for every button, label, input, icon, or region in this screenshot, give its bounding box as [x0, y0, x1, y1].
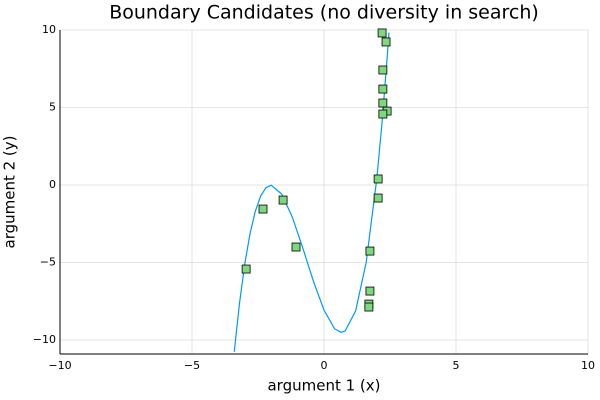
candidate-point: [365, 246, 375, 256]
candidate-point: [365, 286, 375, 296]
candidate-point: [378, 65, 388, 75]
y-axis-label: argument 2 (y): [1, 135, 19, 248]
x-axis-label: argument 1 (x): [267, 377, 380, 395]
curve: [233, 32, 390, 352]
candidate-point: [378, 109, 388, 119]
plot-area: [233, 32, 390, 352]
candidate-point: [241, 264, 251, 274]
x-tick-label: −10: [48, 359, 71, 372]
candidate-point: [278, 195, 288, 205]
x-tick-label: −5: [184, 359, 200, 372]
x-tick-label: 5: [453, 359, 460, 372]
candidate-point: [364, 302, 374, 312]
candidate-point: [381, 37, 391, 47]
candidate-point: [378, 84, 388, 94]
candidate-point: [377, 28, 387, 38]
chart-title: Boundary Candidates (no diversity in sea…: [109, 2, 539, 24]
candidate-point: [373, 193, 383, 203]
candidate-point: [373, 174, 383, 184]
candidate-point: [378, 98, 388, 108]
y-tick-label: −10: [33, 333, 56, 346]
x-tick-label: 0: [321, 359, 328, 372]
y-tick-label: 0: [49, 178, 56, 191]
y-tick-label: −5: [40, 256, 56, 269]
y-tick-label: 5: [49, 101, 56, 114]
grid: [59, 29, 589, 354]
candidate-point: [258, 204, 268, 214]
x-tick-label: 10: [581, 359, 595, 372]
candidate-point: [291, 242, 301, 252]
y-tick-label: 10: [42, 23, 56, 36]
